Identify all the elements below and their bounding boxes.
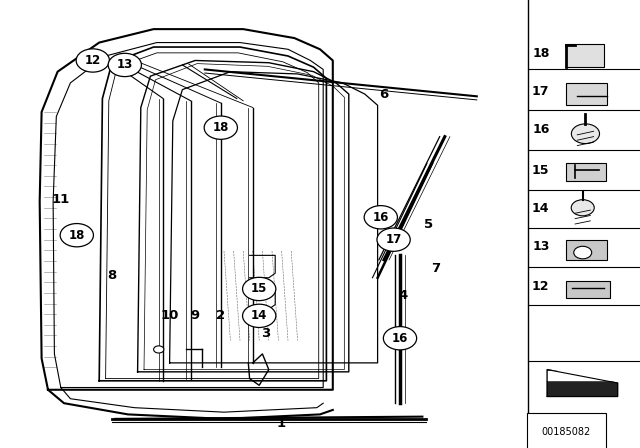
Circle shape [108, 53, 141, 77]
Text: 9: 9 [191, 309, 200, 323]
FancyBboxPatch shape [566, 281, 610, 298]
Circle shape [383, 327, 417, 350]
Circle shape [364, 206, 397, 229]
Text: 17: 17 [385, 233, 402, 246]
Text: 16: 16 [372, 211, 389, 224]
Text: 8: 8 [108, 269, 116, 282]
Text: 12: 12 [84, 54, 101, 67]
Text: 18: 18 [68, 228, 85, 242]
Text: 14: 14 [251, 309, 268, 323]
Polygon shape [547, 371, 618, 380]
Text: 10: 10 [161, 309, 179, 323]
Circle shape [204, 116, 237, 139]
Circle shape [76, 49, 109, 72]
Text: 11: 11 [52, 193, 70, 206]
Text: 18: 18 [532, 47, 550, 60]
Text: 16: 16 [392, 332, 408, 345]
Circle shape [572, 124, 600, 144]
Text: 5: 5 [424, 217, 433, 231]
Text: 4: 4 [399, 289, 408, 302]
Text: 16: 16 [532, 123, 550, 137]
Text: 00185082: 00185082 [542, 427, 591, 437]
Text: 7: 7 [431, 262, 440, 276]
Text: 1: 1 [277, 417, 286, 430]
Polygon shape [547, 370, 618, 396]
Text: 3: 3 [261, 327, 270, 340]
Circle shape [243, 304, 276, 327]
Circle shape [60, 224, 93, 247]
FancyBboxPatch shape [566, 44, 605, 67]
FancyBboxPatch shape [566, 83, 607, 105]
Circle shape [243, 277, 276, 301]
Text: 2: 2 [216, 309, 225, 323]
Text: 18: 18 [212, 121, 229, 134]
Circle shape [574, 246, 592, 259]
FancyBboxPatch shape [566, 240, 607, 260]
Circle shape [572, 200, 595, 216]
Text: 13: 13 [532, 240, 550, 253]
Circle shape [377, 228, 410, 251]
FancyBboxPatch shape [566, 163, 605, 181]
Text: 14: 14 [532, 202, 550, 215]
Text: 15: 15 [251, 282, 268, 296]
Text: 15: 15 [532, 164, 550, 177]
Text: 6: 6 [380, 87, 388, 101]
Text: 13: 13 [116, 58, 133, 72]
Text: 17: 17 [532, 85, 550, 99]
Circle shape [154, 346, 164, 353]
Text: 12: 12 [532, 280, 550, 293]
